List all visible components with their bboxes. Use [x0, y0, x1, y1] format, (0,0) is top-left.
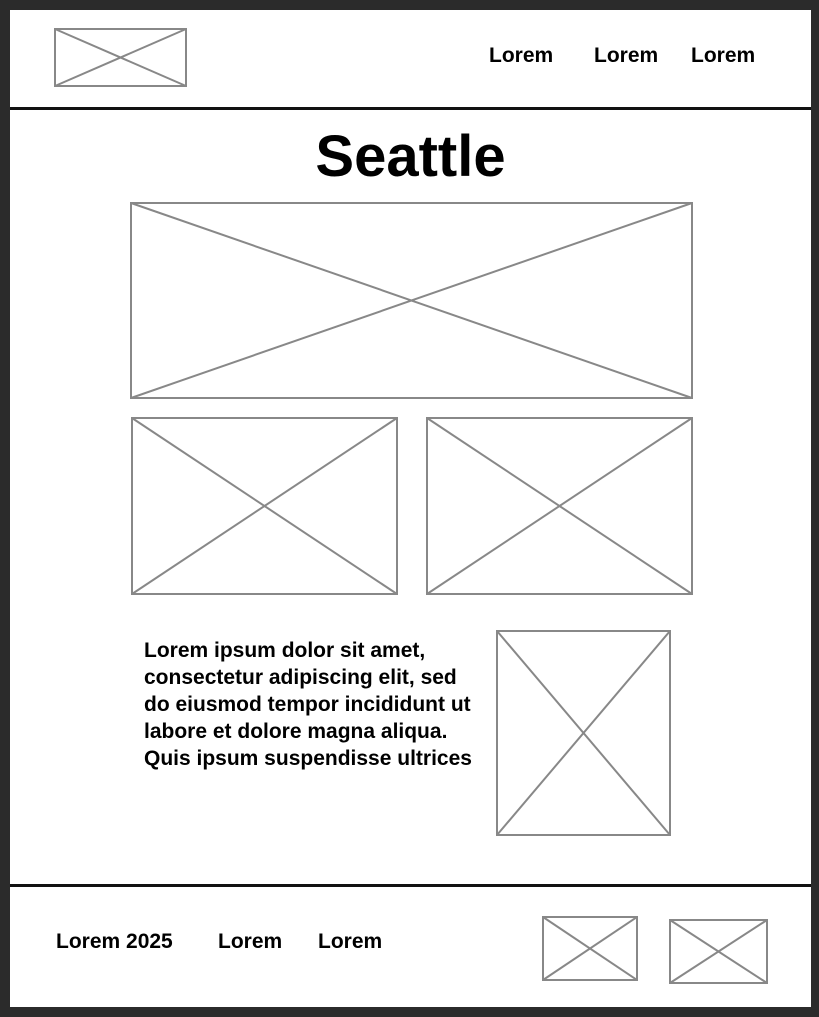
nav-link-3[interactable]: Lorem — [691, 44, 756, 67]
footer-link-1[interactable]: Lorem — [218, 930, 283, 953]
gallery-image-left-placeholder-icon — [131, 417, 398, 595]
nav-link-2[interactable]: Lorem — [594, 44, 659, 67]
nav-link-1[interactable]: Lorem — [489, 44, 554, 67]
page-title: Seattle — [315, 124, 506, 189]
logo-image-placeholder-icon[interactable] — [54, 28, 187, 87]
gallery-image-right-placeholder-icon — [426, 417, 693, 595]
header-divider — [10, 107, 811, 110]
footer-link-2[interactable]: Lorem — [318, 930, 383, 953]
side-image-placeholder-icon — [496, 630, 671, 836]
footer-copyright: Lorem 2025 — [56, 930, 173, 953]
body-paragraph: Lorem ipsum dolor sit amet, consectetur … — [144, 639, 472, 770]
footer-divider — [10, 884, 811, 887]
footer-social-icon-2[interactable] — [669, 919, 768, 984]
footer-social-icon-1[interactable] — [542, 916, 638, 981]
wireframe-page: Lorem Lorem Lorem Seattle Lorem ipsum do… — [10, 10, 811, 1007]
hero-image-placeholder-icon — [130, 202, 693, 399]
